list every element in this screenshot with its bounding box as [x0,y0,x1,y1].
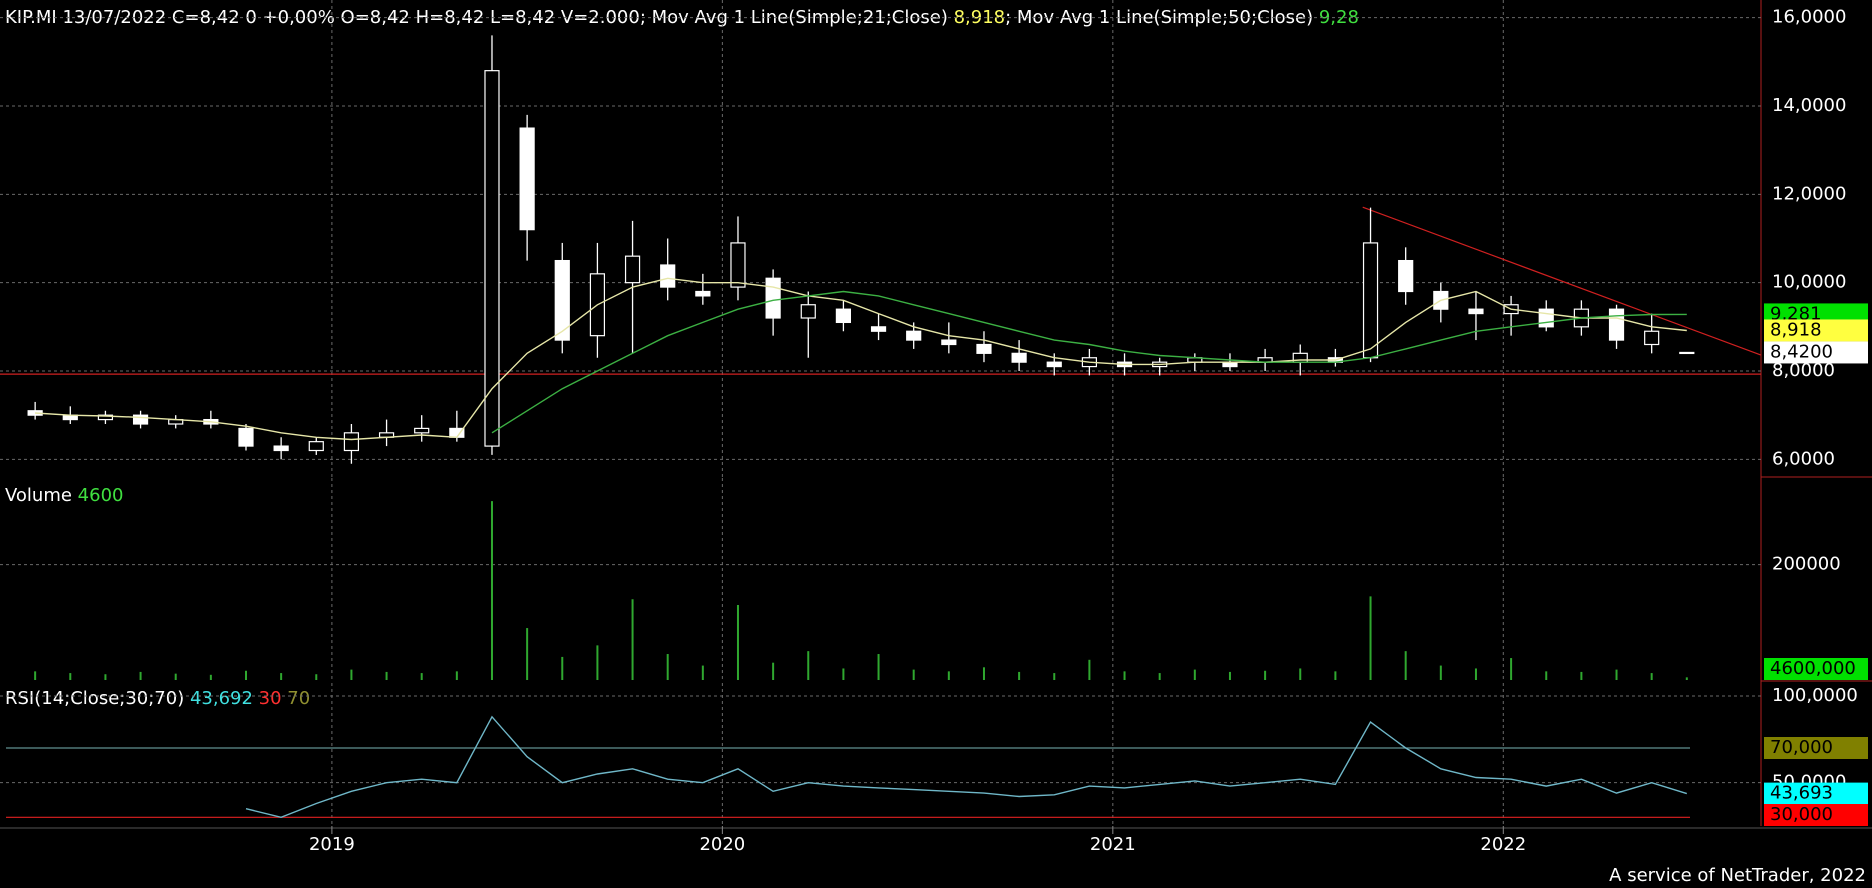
candle-body [343,432,360,452]
candle-body [414,427,430,434]
header-value: 43,692 [190,688,253,709]
value-box-label: 43,693 [1770,783,1833,804]
value-box-label: 30,000 [1770,804,1833,825]
y-tick-label: 14,0000 [1772,95,1846,116]
value-box-label: 70,000 [1770,737,1833,758]
candle-body [97,414,114,421]
header-text: Volume [5,485,78,506]
candle-body [1362,242,1379,359]
volume-header: Volume 4600 [5,485,123,506]
value-box [1764,737,1868,759]
candle-body [800,304,816,319]
line-series [491,290,1687,434]
candle-body [1011,352,1027,363]
x-tick-label: 2019 [309,834,355,855]
value-box [1764,341,1868,364]
candle-body [835,308,852,324]
candle-body [660,264,676,288]
candle-body [484,70,500,447]
footer: A service of NetTrader, 2022 [1609,865,1866,886]
header-value: 70 [282,688,311,709]
candle-body [941,339,957,346]
candle-body [1679,351,1695,355]
trendline [1362,206,1762,356]
candle-body [870,326,887,332]
candle-body [695,290,711,297]
header-text: KIP.MI 13/07/2022 C=8,42 0 +0,00% O=8,42… [5,7,640,28]
candle-body [519,127,535,231]
candle-body [624,255,641,284]
header-value: 30 [253,688,282,709]
candle-body [765,277,781,319]
line-series [35,277,1687,441]
candle-body [132,414,149,425]
candle-body [554,259,570,341]
header-text: ; Mov Avg 1 Line(Simple;21;Close) [640,7,954,28]
x-tick-label: 2020 [699,834,745,855]
y-tick-label: 12,0000 [1772,183,1846,204]
value-box-label: 8,4200 [1770,341,1833,362]
rsi-header: RSI(14;Close;30;70) 43,692 30 70 [5,688,310,709]
candle-body [308,441,324,452]
value-box-label: 8,918 [1770,319,1822,340]
header-value: 4600 [78,485,124,506]
x-tick-label: 2022 [1480,834,1526,855]
candle-body [1468,308,1484,315]
candle-body [1644,330,1660,346]
candle-body [238,427,254,447]
y-tick-label: 6,0000 [1772,448,1835,469]
value-box-label: 4600,000 [1770,658,1856,679]
price-header: KIP.MI 13/07/2022 C=8,42 0 +0,00% O=8,42… [5,7,1359,28]
x-tick-label: 2021 [1090,834,1136,855]
y-tick-label: 200000 [1772,554,1841,575]
candle-body [976,343,992,354]
value-box [1764,782,1868,805]
header-text: ; Mov Avg 1 Line(Simple;50;Close) [1005,7,1319,28]
candle-body [1538,308,1554,328]
candle-body [730,242,746,288]
candle-body [1608,308,1625,341]
y-tick-label: 8,0000 [1772,360,1835,381]
line-series [245,715,1688,819]
y-tick-label: 100,0000 [1772,685,1858,706]
value-box [1764,804,1868,826]
value-box [1764,319,1868,342]
header-text: RSI(14;Close;30;70) [5,688,190,709]
candle-body [1046,361,1062,368]
candle-body [906,330,922,341]
candle-body [1398,259,1414,293]
y-tick-label: 10,0000 [1772,272,1846,293]
value-box-label: 9,281 [1770,303,1822,324]
value-box [1764,658,1868,680]
y-tick-label: 16,0000 [1772,7,1846,28]
candle-body [273,445,289,452]
